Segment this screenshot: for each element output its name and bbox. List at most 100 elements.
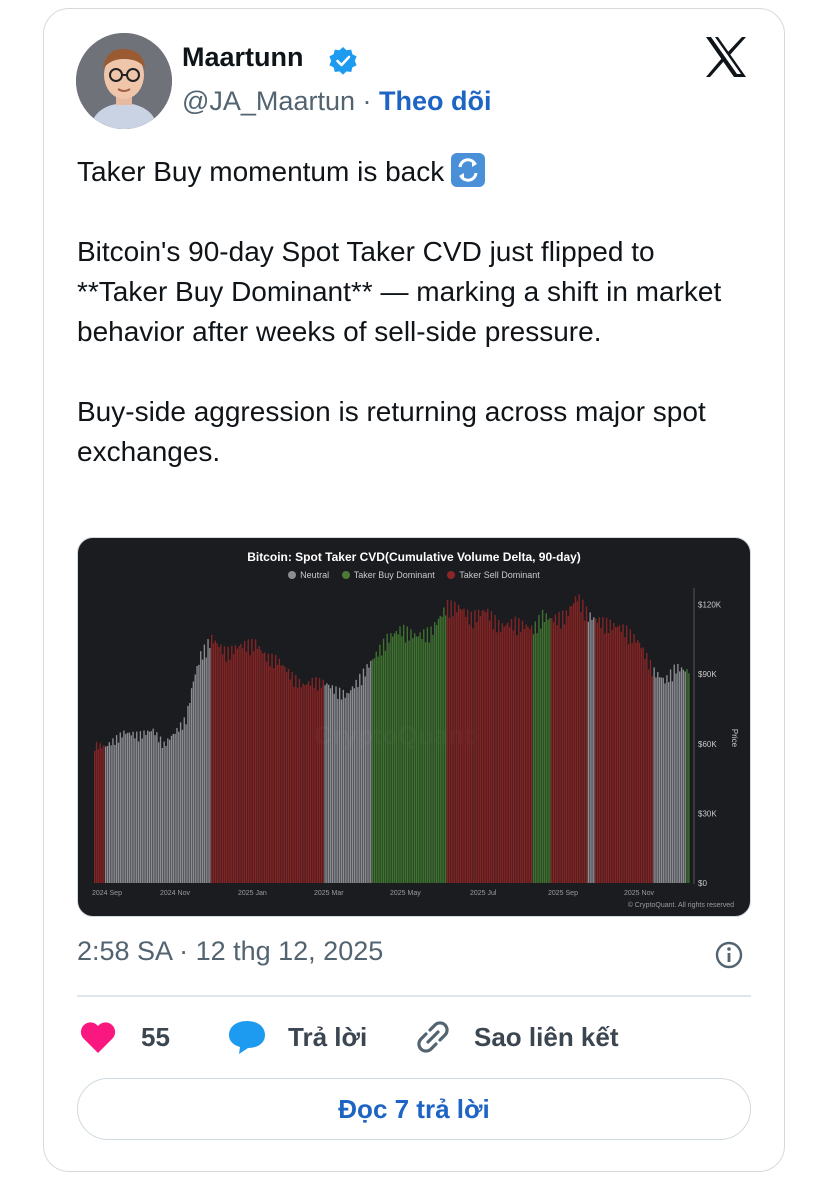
cvd-bar [651, 676, 653, 883]
cvd-bar [114, 744, 116, 883]
cvd-bar [593, 617, 595, 883]
cvd-bar [295, 674, 297, 883]
cvd-bar [635, 642, 637, 883]
cvd-bar [234, 645, 237, 883]
cvd-bar [331, 685, 334, 883]
cvd-bar [159, 736, 162, 883]
cvd-bar [267, 653, 270, 883]
y-tick-label: $0 [698, 879, 707, 888]
tweet-timestamp[interactable]: 2:58 SA · 12 thg 12, 2025 [77, 936, 384, 966]
cvd-bar [373, 658, 376, 883]
cvd-bar [141, 738, 143, 883]
cvd-bar [304, 685, 306, 883]
cvd-bar [671, 681, 674, 883]
cvd-bar [424, 642, 427, 883]
cvd-bar [485, 612, 487, 883]
cvd-bar [287, 668, 290, 883]
cvd-bar [329, 688, 332, 883]
legend-sell: Taker Sell Dominant [447, 570, 540, 580]
cvd-bar [540, 628, 542, 883]
cvd-bar [254, 639, 257, 883]
cvd-bar [307, 681, 310, 883]
follow-button[interactable]: Theo dõi [378, 86, 492, 116]
cvd-bar [529, 628, 531, 883]
cvd-bar [265, 661, 268, 883]
cvd-bar [381, 655, 383, 883]
cvd-segment-9 [594, 616, 653, 883]
cvd-bar [154, 735, 156, 883]
cvd-bar [108, 742, 110, 883]
cvd-bar [300, 687, 302, 883]
cvd-bar [615, 627, 617, 883]
cvd-bar [547, 619, 549, 883]
cvd-bar [147, 730, 149, 883]
cvd-bar [483, 610, 485, 883]
read-replies-button[interactable]: Đọc 7 trả lời [77, 1078, 751, 1140]
legend-buy-label: Taker Buy Dominant [353, 570, 435, 580]
y-tick-label: $90K [698, 670, 717, 679]
author-handle-line: @JA_Maartun · Theo dõi [182, 86, 491, 117]
cvd-bar [461, 609, 463, 883]
cvd-bar [607, 633, 610, 883]
cvd-bar [430, 626, 432, 883]
cvd-segment-0 [94, 741, 105, 883]
chart-image[interactable]: Bitcoin: Spot Taker CVD(Cumulative Volum… [77, 537, 751, 917]
cvd-bar [633, 634, 635, 883]
author-handle[interactable]: @JA_Maartun [182, 86, 355, 116]
cvd-bar [499, 631, 502, 883]
cvd-bar [264, 652, 266, 883]
cvd-bar [125, 733, 127, 883]
cvd-bar [437, 618, 440, 883]
info-icon[interactable] [714, 940, 744, 970]
cvd-bar [201, 659, 204, 883]
cvd-bar [328, 684, 330, 883]
cvd-bar [238, 646, 240, 883]
cvd-bar [393, 633, 396, 883]
tweet-text: Taker Buy momentum is back Bitcoin's 90-… [77, 152, 737, 472]
reply-label: Trả lời [288, 1021, 368, 1052]
cvd-bar [291, 671, 293, 883]
author-name[interactable]: Maartunn [182, 42, 304, 72]
cvd-bar [179, 722, 182, 883]
cvd-bar [589, 612, 591, 883]
cvd-bar [642, 647, 644, 883]
cvd-bar [680, 667, 683, 883]
cvd-bar [472, 628, 474, 883]
cvd-bar [101, 747, 103, 883]
cvd-bar [445, 615, 447, 883]
cvd-bar [578, 594, 580, 883]
handle-separator: · [354, 86, 379, 116]
cvd-bar [231, 645, 233, 883]
cvd-bar [198, 664, 200, 883]
cvd-bar [260, 650, 262, 883]
cvd-bar [441, 616, 443, 883]
copy-link-button[interactable]: Sao liên kết [414, 1014, 619, 1060]
cvd-bar [658, 677, 661, 883]
cvd-bar [148, 731, 151, 883]
cvd-bar [225, 661, 227, 883]
cvd-segment-7 [551, 594, 588, 883]
like-button[interactable]: 55 [79, 1014, 170, 1060]
cvd-bar [519, 631, 522, 883]
cvd-bar [673, 664, 675, 883]
cvd-bar [371, 659, 374, 883]
cvd-bar [549, 618, 551, 883]
link-icon [417, 1021, 449, 1053]
x-logo-icon[interactable] [704, 36, 748, 78]
cvd-bar [377, 656, 379, 883]
cvd-bar [355, 679, 357, 883]
cvd-bar [150, 731, 153, 883]
cvd-bar [370, 660, 372, 883]
cvd-bar [364, 676, 366, 883]
divider [77, 995, 751, 997]
x-tick-label: 2024 Nov [160, 890, 190, 897]
tweet-line-1: Taker Buy momentum is back [77, 156, 445, 187]
avatar[interactable] [76, 33, 172, 129]
cvd-bar [452, 616, 454, 883]
cvd-bar [527, 626, 529, 883]
cvd-bar [463, 608, 465, 883]
reply-button[interactable]: Trả lời [227, 1014, 367, 1060]
cvd-bar [627, 644, 630, 883]
cvd-bar [556, 625, 558, 883]
cvd-segment-6 [532, 609, 551, 883]
